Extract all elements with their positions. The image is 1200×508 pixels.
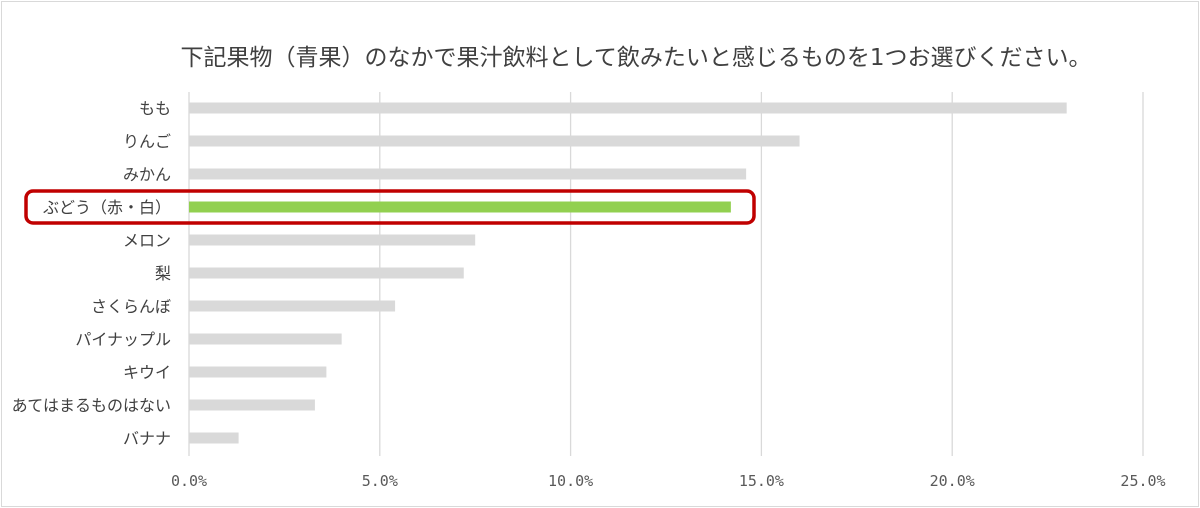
bar — [189, 432, 239, 444]
x-axis-ticks: 0.0% 5.0% 10.0% 15.0% 20.0% 25.0% — [171, 472, 1166, 490]
x-tick-label: 25.0% — [1120, 472, 1165, 490]
category-label: キウイ — [123, 363, 171, 382]
bar-highlighted — [189, 201, 731, 213]
bar — [189, 267, 464, 279]
category-label: もも — [139, 99, 171, 118]
x-tick-label: 15.0% — [739, 472, 784, 490]
x-tick-label: 5.0% — [362, 472, 398, 490]
category-label: バナナ — [123, 429, 171, 448]
bar — [189, 399, 315, 411]
highlight-box — [24, 189, 756, 225]
category-label: ぶどう（赤・白） — [43, 198, 171, 217]
category-label: りんご — [123, 132, 171, 151]
category-label: パイナップル — [75, 330, 171, 349]
x-tick-label: 10.0% — [548, 472, 593, 490]
highlight-layer — [24, 189, 756, 225]
chart-title: 下記果物（青果）のなかで果汁飲料として飲みたいと感じるものを1つお選びください。 — [180, 45, 1092, 71]
bar — [189, 333, 342, 345]
category-label: さくらんぼ — [91, 297, 171, 316]
bar — [189, 102, 1067, 114]
category-label: みかん — [123, 165, 171, 184]
bar — [189, 366, 327, 378]
x-tick-label: 0.0% — [171, 472, 207, 490]
bar — [189, 300, 396, 312]
category-label: メロン — [123, 231, 171, 250]
category-label: あてはまるものはない — [12, 396, 171, 415]
x-tick-label: 20.0% — [930, 472, 975, 490]
bar — [189, 234, 476, 246]
category-label: 梨 — [155, 264, 171, 283]
bar — [189, 168, 747, 180]
bars — [189, 102, 1067, 444]
bar — [189, 135, 800, 147]
